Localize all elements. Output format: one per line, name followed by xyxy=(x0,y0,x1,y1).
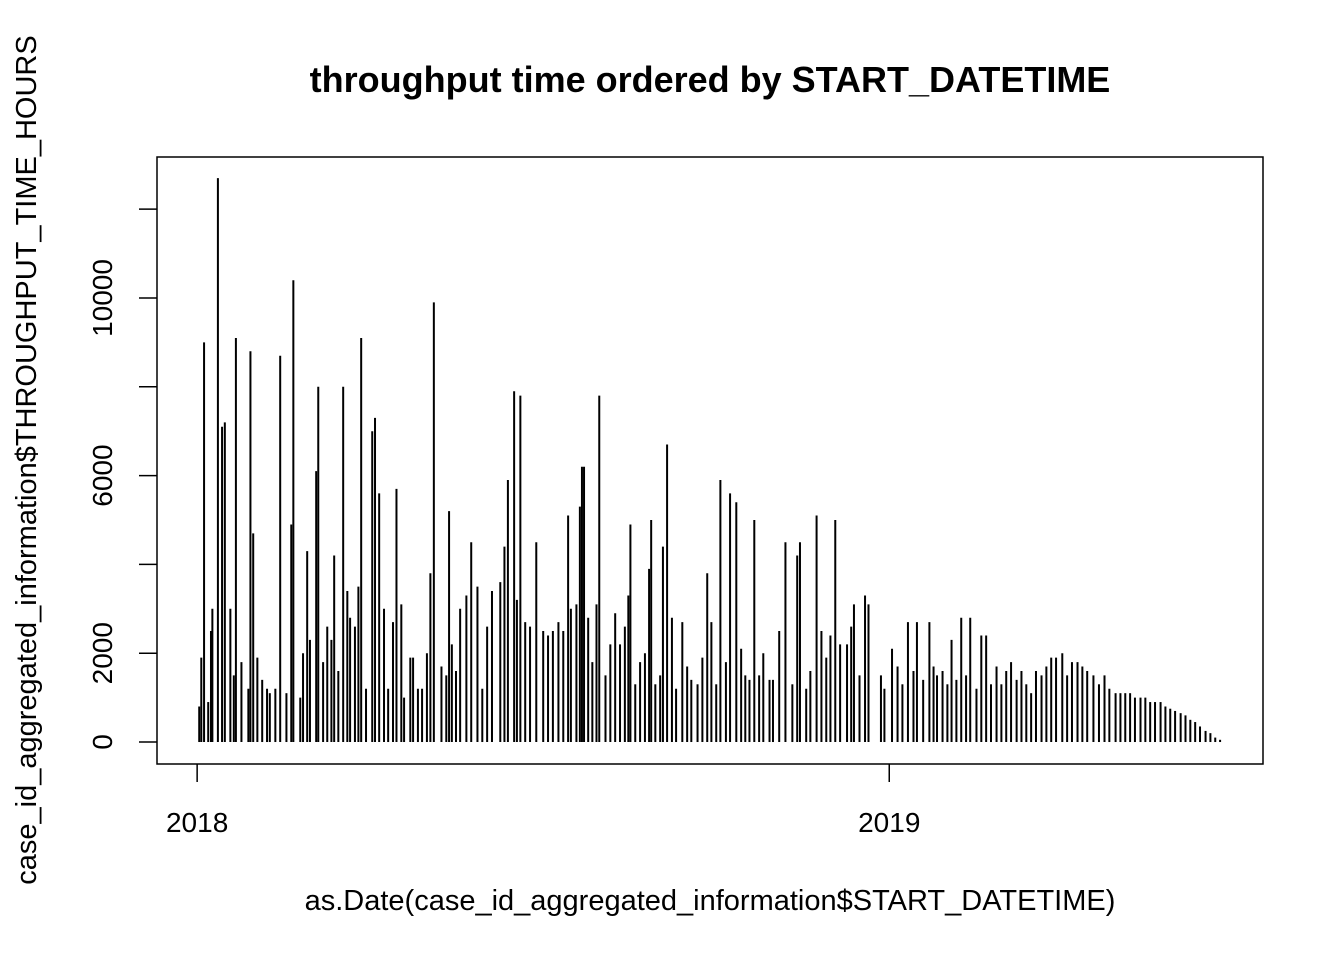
plot-box xyxy=(156,156,1264,765)
x-tick-label: 2018 xyxy=(166,807,228,838)
y-tick-label: 10000 xyxy=(87,259,118,337)
x-tick-label: 2019 xyxy=(858,807,920,838)
y-axis-label: case_id_aggregated_information$THROUGHPU… xyxy=(11,35,43,884)
x-axis-label: as.Date(case_id_aggregated_information$S… xyxy=(305,885,1116,917)
chart-title: throughput time ordered by START_DATETIM… xyxy=(310,59,1111,100)
y-tick-label: 2000 xyxy=(87,622,118,684)
y-tick-label: 6000 xyxy=(87,444,118,506)
y-tick-label: 0 xyxy=(87,734,118,750)
